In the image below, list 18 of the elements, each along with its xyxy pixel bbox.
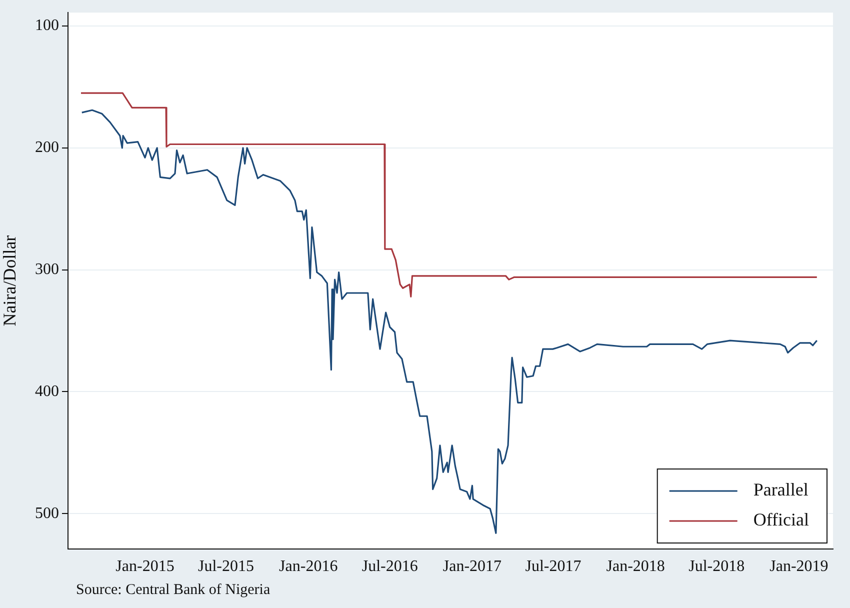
x-tick-label: Jul-2017	[525, 558, 582, 575]
x-tick-label: Jan-2016	[279, 558, 338, 575]
y-tick-label: 400	[35, 382, 59, 400]
y-tick-label: 300	[35, 261, 59, 278]
y-tick-label: 500	[35, 504, 59, 522]
x-tick-label: Jul-2015	[198, 558, 254, 575]
source-note: Source: Central Bank of Nigeria	[76, 582, 270, 599]
y-tick-label: 200	[35, 139, 59, 156]
y-tick-label: 100	[35, 17, 59, 34]
legend-label: Parallel	[753, 480, 808, 500]
y-axis-title: Naira/Dollar	[0, 235, 20, 326]
x-tick-label: Jan-2015	[116, 558, 174, 575]
x-tick-label: Jul-2018	[688, 558, 745, 575]
x-tick-label: Jul-2016	[362, 558, 418, 575]
legend-label: Official	[753, 510, 810, 530]
x-tick-label: Jan-2017	[442, 558, 502, 575]
x-tick-label: Jan-2018	[606, 558, 665, 575]
x-tick-label: Jan-2019	[770, 558, 828, 575]
